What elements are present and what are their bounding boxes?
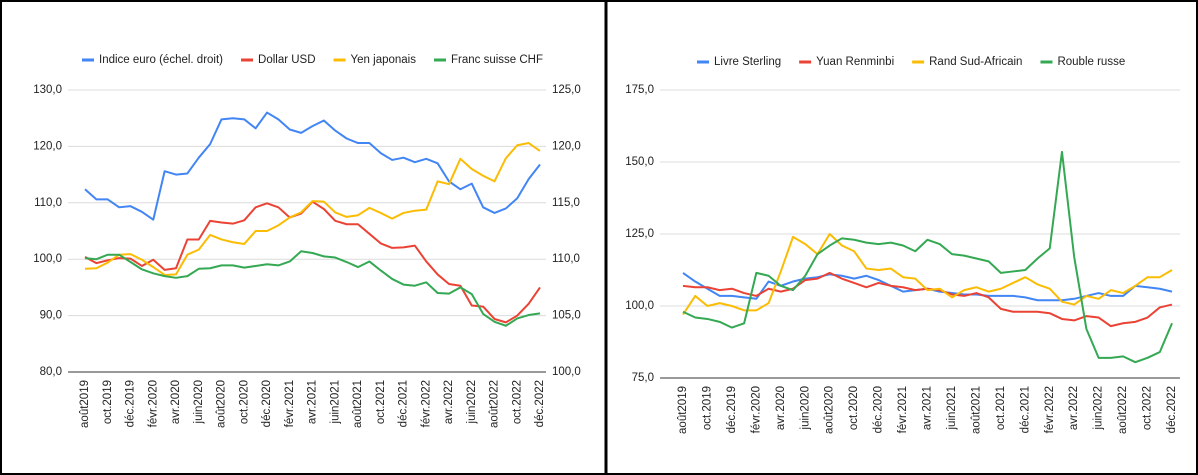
x-tick-label: déc.2021 [398,380,410,427]
x-tick-label: août2019 [677,386,689,434]
x-tick-label: juin2022 [1093,386,1105,430]
legend-label: Yen japonais [351,54,417,66]
y-tick-label: 150,0 [625,156,654,168]
x-tick-label: août2020 [216,380,228,428]
x-tick-label: oct.2020 [238,380,250,424]
x-tick-label: oct.2022 [1142,386,1154,430]
y-tick-label: 125,0 [625,228,654,240]
x-tick-label: août2022 [1117,386,1129,434]
x-tick-label: oct.2019 [102,380,114,424]
y-tick-label: 100,0 [33,253,62,265]
x-tick-label: févr.2021 [897,386,909,433]
y-tick-label: 120,0 [33,140,62,152]
y-tick-label: 130,0 [33,84,62,96]
x-tick-label: août2021 [970,386,982,434]
y2-tick-label: 115,0 [552,197,580,209]
x-tick-label: juin2022 [466,380,478,424]
x-tick-label: déc.2021 [1019,386,1031,433]
x-tick-label: avr.2022 [443,380,455,424]
x-tick-label: oct.2022 [511,380,523,424]
y-tick-label: 75,0 [632,372,654,384]
x-tick-label: févr.2021 [284,380,296,427]
x-tick-label: juin2020 [193,380,205,424]
x-tick-label: avr.2021 [922,386,934,430]
y-tick-label: 175,0 [625,84,654,96]
x-tick-label: oct.2021 [375,380,387,424]
series-line [682,233,1173,316]
y2-tick-label: 125,0 [552,84,581,96]
y-tick-label: 80,0 [40,366,62,378]
y2-tick-label: 120,0 [552,140,581,152]
y-tick-label: 110,0 [34,197,62,209]
x-tick-label: avr.2020 [170,380,182,424]
legend-label: Yuan Renminbi [816,56,894,68]
y-tick-label: 100,0 [625,300,654,312]
x-tick-label: juin2021 [946,386,958,430]
x-tick-label: déc.2020 [261,380,273,427]
x-tick-label: déc.2022 [534,380,546,427]
y2-tick-label: 110,0 [552,253,580,265]
x-tick-label: août2020 [824,386,836,434]
x-tick-label: août2021 [352,380,364,428]
x-tick-label: juin2021 [329,380,341,424]
x-tick-label: juin2020 [799,386,811,430]
series-line [84,142,541,276]
series-line [682,271,1173,328]
x-tick-label: avr.2020 [775,386,787,430]
y2-tick-label: 100,0 [552,366,581,378]
y2-tick-label: 105,0 [552,310,581,322]
x-tick-label: oct.2021 [995,386,1007,430]
x-tick-label: févr.2022 [420,380,432,427]
x-tick-label: avr.2022 [1068,386,1080,430]
x-tick-label: déc.2019 [125,380,137,427]
legend-label: Franc suisse CHF [451,54,543,66]
x-tick-label: déc.2019 [726,386,738,433]
legend-label: Livre Sterling [714,56,781,68]
series-line [84,250,541,327]
x-tick-label: déc.2022 [1166,386,1178,433]
x-tick-label: oct.2020 [848,386,860,430]
series-line [84,111,541,221]
x-tick-label: oct.2019 [701,386,713,430]
x-tick-label: août2019 [79,380,91,428]
legend-label: Rouble russe [1057,56,1125,68]
y-tick-label: 90,0 [40,310,62,322]
x-tick-label: févr.2022 [1044,386,1056,433]
legend-label: Dollar USD [258,54,316,66]
x-tick-label: févr.2020 [750,386,762,433]
x-tick-label: févr.2020 [147,380,159,427]
x-tick-label: août2022 [489,380,501,428]
x-tick-label: avr.2021 [307,380,319,424]
series-line [682,150,1173,364]
x-tick-label: déc.2020 [873,386,885,433]
legend-label: Rand Sud-Africain [929,56,1022,68]
legend-label: Indice euro (échel. droit) [99,54,223,66]
